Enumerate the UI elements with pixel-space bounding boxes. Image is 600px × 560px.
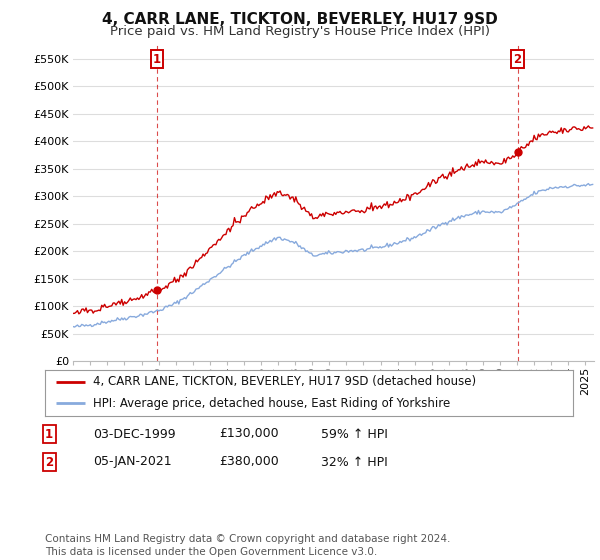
Text: 1: 1: [153, 53, 161, 66]
Text: 03-DEC-1999: 03-DEC-1999: [93, 427, 176, 441]
Text: 2: 2: [45, 455, 53, 469]
Text: £380,000: £380,000: [219, 455, 279, 469]
Text: 4, CARR LANE, TICKTON, BEVERLEY, HU17 9SD: 4, CARR LANE, TICKTON, BEVERLEY, HU17 9S…: [102, 12, 498, 27]
Text: HPI: Average price, detached house, East Riding of Yorkshire: HPI: Average price, detached house, East…: [92, 396, 450, 409]
Text: 05-JAN-2021: 05-JAN-2021: [93, 455, 172, 469]
Text: £130,000: £130,000: [219, 427, 278, 441]
Text: 2: 2: [514, 53, 522, 66]
Text: 32% ↑ HPI: 32% ↑ HPI: [321, 455, 388, 469]
Text: 59% ↑ HPI: 59% ↑ HPI: [321, 427, 388, 441]
Text: 1: 1: [45, 427, 53, 441]
Text: Price paid vs. HM Land Registry's House Price Index (HPI): Price paid vs. HM Land Registry's House …: [110, 25, 490, 38]
Text: Contains HM Land Registry data © Crown copyright and database right 2024.
This d: Contains HM Land Registry data © Crown c…: [45, 534, 451, 557]
Text: 4, CARR LANE, TICKTON, BEVERLEY, HU17 9SD (detached house): 4, CARR LANE, TICKTON, BEVERLEY, HU17 9S…: [92, 376, 476, 389]
